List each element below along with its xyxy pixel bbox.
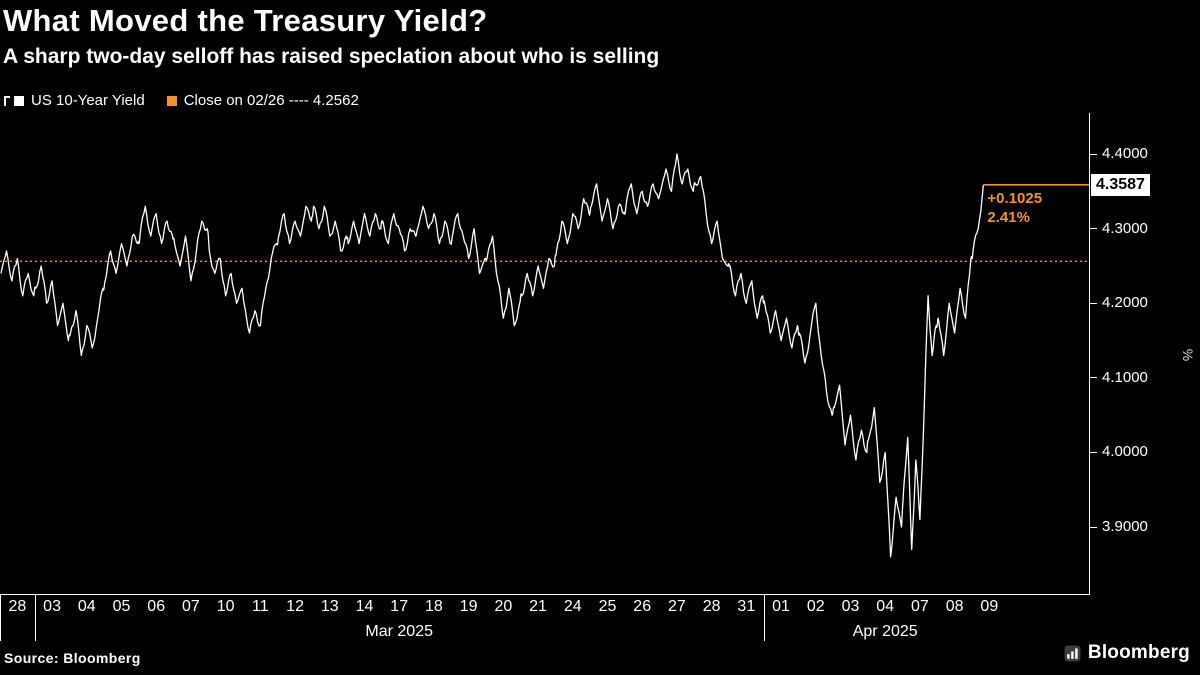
x-tick-label: 18 — [425, 598, 443, 615]
close-line-label: Close on 02/26 ---- 4.2562 — [183, 92, 359, 109]
x-tick-label: 25 — [598, 598, 617, 615]
month-divider — [763, 595, 765, 641]
y-tick-label: 4.1000 — [1102, 368, 1148, 386]
bloomberg-logo-text: Bloomberg — [1087, 642, 1190, 663]
x-tick-label: 31 — [737, 598, 756, 615]
y-axis: 3.9000 4.0000 4.1000 4.2000 4.3000 4.4000 — [1090, 113, 1196, 595]
x-tick-label: 20 — [494, 598, 513, 615]
yield-series-line — [0, 153, 985, 558]
x-tick-label: 26 — [633, 598, 652, 615]
x-axis-labels: 28 03 04 05 06 07 10 11 12 13 14 17 18 19 20 21 24 25 26 27… — [0, 598, 1090, 618]
x-tick-label: 04 — [77, 598, 96, 615]
month-label: Mar 2025 — [365, 623, 433, 640]
x-tick-label: 10 — [216, 598, 235, 615]
legend-cursor-icon — [4, 95, 10, 106]
y-tick — [1090, 302, 1097, 304]
y-axis-unit-label: % — [1179, 348, 1196, 362]
y-tick — [1090, 153, 1097, 155]
x-tick-label: 03 — [841, 598, 860, 615]
month-divider — [34, 595, 36, 641]
series-label: US 10-Year Yield — [31, 92, 145, 109]
x-tick-label: 19 — [459, 598, 478, 615]
x-tick-label: 27 — [668, 598, 686, 615]
y-tick — [1090, 377, 1097, 379]
source-attribution: Source: Bloomberg — [4, 650, 141, 666]
x-tick-label: 04 — [876, 598, 895, 615]
y-tick-label: 4.4000 — [1102, 145, 1148, 163]
y-tick-label: 4.0000 — [1102, 443, 1148, 461]
y-tick-label: 3.9000 — [1102, 518, 1148, 536]
y-tick-label: 4.2000 — [1102, 294, 1148, 312]
x-axis-dividers — [0, 595, 1090, 643]
change-percent: 2.41% — [987, 208, 1030, 226]
x-tick-label: 12 — [286, 598, 304, 615]
x-tick-label: 07 — [182, 598, 200, 615]
x-tick-label: 08 — [945, 598, 964, 615]
bloomberg-logo: Bloomberg — [1064, 642, 1190, 664]
close-line-swatch-icon — [166, 95, 177, 106]
x-tick-label: 05 — [112, 598, 131, 615]
chart-plot — [0, 113, 1090, 595]
x-tick-label: 06 — [147, 598, 166, 615]
y-tick — [1090, 526, 1097, 528]
x-axis-month-labels: Mar 2025 Apr 2025 — [0, 623, 1090, 643]
x-tick-label: 24 — [563, 598, 582, 615]
series-swatch-icon — [14, 95, 24, 106]
y-tick — [1090, 228, 1097, 230]
x-tick-label: 02 — [806, 598, 825, 615]
x-tick-label: 07 — [910, 598, 929, 615]
y-tick-label: 4.3000 — [1102, 219, 1148, 237]
month-label: Apr 2025 — [852, 623, 918, 640]
x-tick-label: 09 — [980, 598, 999, 615]
legend: US 10-Year Yield Close on 02/26 ---- 4.2… — [4, 92, 359, 109]
x-tick-label: 03 — [43, 598, 61, 615]
x-tick-label: 21 — [529, 598, 547, 615]
x-tick-label: 17 — [390, 598, 409, 615]
x-tick-label: 28 — [702, 598, 721, 615]
x-tick-label: 01 — [772, 598, 790, 615]
x-tick-label: 13 — [320, 598, 339, 615]
x-tick-label: 14 — [355, 598, 374, 615]
change-value: +0.1025 — [987, 189, 1043, 207]
month-divider — [0, 595, 1, 641]
last-value-badge: 4.3587 — [1091, 173, 1150, 196]
x-tick-label: 28 — [8, 598, 27, 615]
page-title: What Moved the Treasury Yield? — [3, 3, 488, 38]
x-tick-label: 11 — [252, 598, 269, 615]
page-subtitle: A sharp two-day selloff has raised specl… — [3, 45, 660, 68]
bloomberg-logo-icon — [1064, 645, 1081, 661]
change-annotation: +0.1025 2.41% — [987, 189, 1042, 227]
y-tick — [1090, 451, 1097, 453]
